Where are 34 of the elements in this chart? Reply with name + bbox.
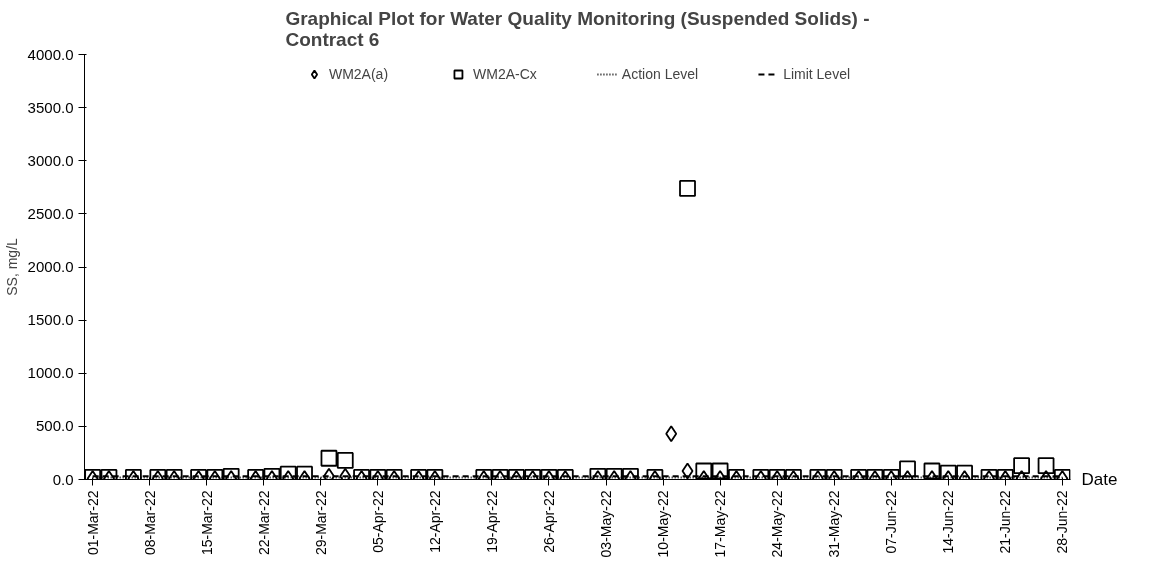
x-tick-label: 31-May-22 [826,490,843,558]
x-tick-label: 12-Apr-22 [426,490,443,553]
legend-label: WM2A-Cx [473,66,537,82]
x-tick-label: 15-Mar-22 [198,490,215,556]
y-tick-label: 3500.0 [27,98,74,116]
x-tick-label: 17-May-22 [712,490,729,558]
y-axis-title: SS, mg/L [3,238,20,296]
x-tick-label: 21-Jun-22 [997,490,1014,554]
x-tick-label: 03-May-22 [598,490,615,558]
y-tick-label: 3000.0 [27,151,74,169]
legend-label: Action Level [621,66,699,82]
y-tick-label: 1000.0 [27,364,74,382]
x-axis-title: Date [1081,470,1118,489]
x-tick-label: 14-Jun-22 [940,490,957,554]
y-tick-label: 500.0 [35,417,74,435]
chart-title: Graphical Plot for Water Quality Monitoring (Suspended Solids) - Contract 6 [285,7,870,50]
x-tick-label: 28-Jun-22 [1054,490,1071,554]
y-tick-label: 0.0 [52,470,74,488]
x-tick-label: 08-Mar-22 [141,490,158,556]
x-tick-label: 19-Apr-22 [483,490,500,553]
legend-label: Limit Level [783,66,851,82]
y-tick-label: 2000.0 [27,258,74,275]
legend-label: WM2A(a) [328,66,389,82]
x-tick-label: 10-May-22 [655,490,672,558]
x-tick-label: 05-Apr-22 [369,490,386,553]
x-tick-label: 22-Mar-22 [255,490,272,556]
y-tick-label: 2500.0 [27,204,74,222]
x-tick-label: 24-May-22 [769,490,786,558]
x-tick-label: 29-Mar-22 [312,490,329,556]
x-tick-label: 26-Apr-22 [540,490,557,553]
x-tick-label: 01-Mar-22 [84,490,101,556]
y-tick-label: 4000.0 [27,45,74,63]
x-tick-label: 07-Jun-22 [883,490,900,554]
y-tick-label: 1500.0 [27,311,74,329]
